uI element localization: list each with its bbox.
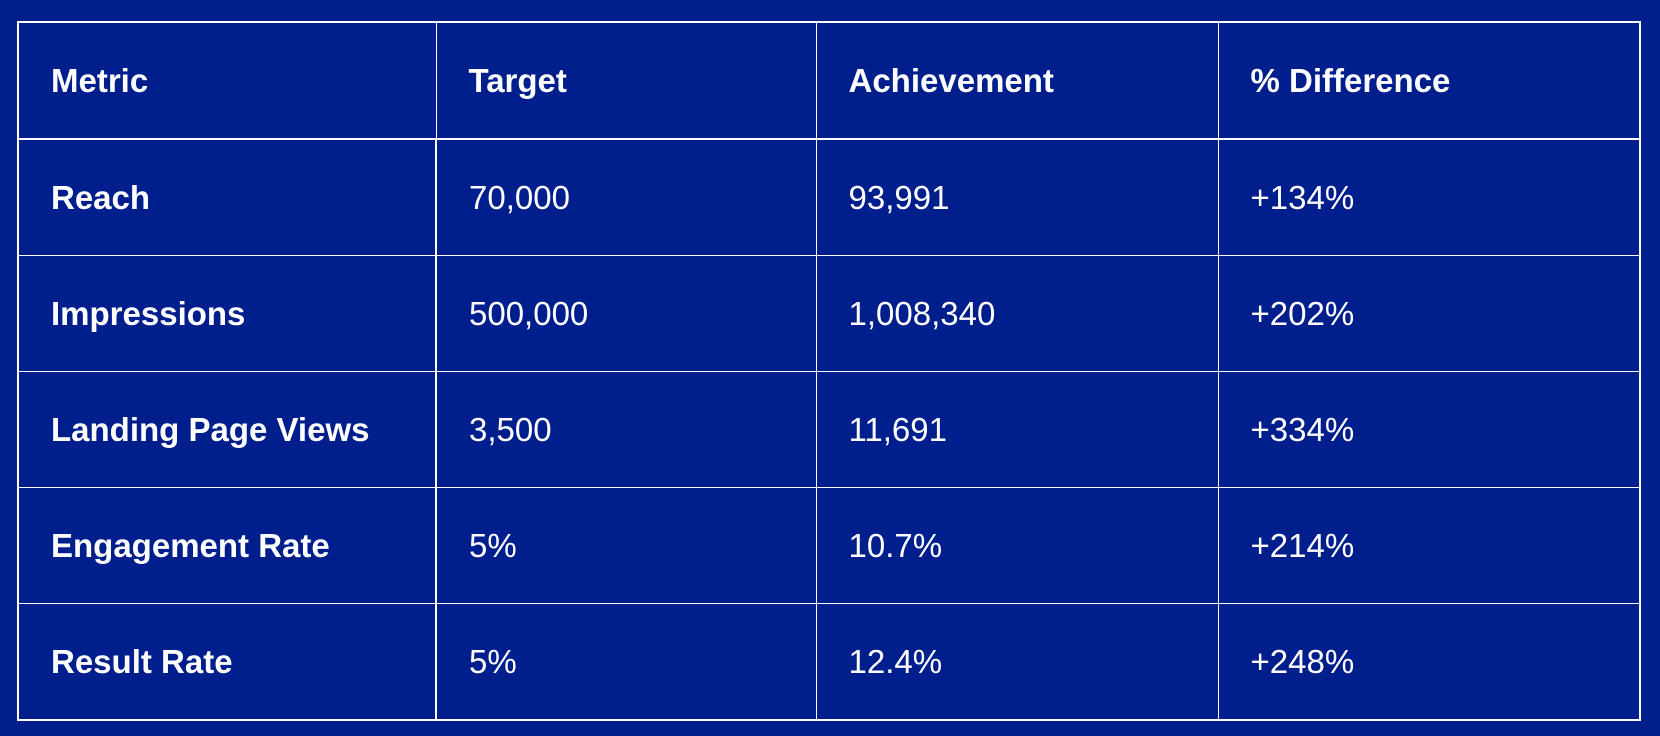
achievement-cell: 93,991: [815, 138, 1219, 256]
table-row: Landing Page Views 3,500 11,691 +334%: [17, 371, 1641, 488]
table-row: Reach 70,000 93,991 +134%: [17, 138, 1641, 256]
table-header: Metric Target Achievement % Difference: [17, 21, 1641, 140]
header-target: Target: [435, 21, 817, 140]
target-cell: 5%: [435, 603, 817, 721]
difference-cell: +202%: [1217, 255, 1641, 372]
header-percent-difference: % Difference: [1217, 21, 1641, 140]
table-row: Engagement Rate 5% 10.7% +214%: [17, 487, 1641, 604]
difference-cell: +134%: [1217, 138, 1641, 256]
metrics-table-container: Metric Target Achievement % Difference R…: [17, 21, 1641, 721]
table-row: Impressions 500,000 1,008,340 +202%: [17, 255, 1641, 372]
target-cell: 500,000: [435, 255, 817, 372]
header-metric: Metric: [17, 21, 437, 140]
metric-cell: Engagement Rate: [17, 487, 437, 604]
achievement-cell: 10.7%: [815, 487, 1219, 604]
difference-cell: +248%: [1217, 603, 1641, 721]
difference-cell: +334%: [1217, 371, 1641, 488]
metric-cell: Landing Page Views: [17, 371, 437, 488]
difference-cell: +214%: [1217, 487, 1641, 604]
target-cell: 70,000: [435, 138, 817, 256]
table-body: Reach 70,000 93,991 +134% Impressions 50…: [17, 138, 1641, 721]
target-cell: 3,500: [435, 371, 817, 488]
table-row: Result Rate 5% 12.4% +248%: [17, 603, 1641, 721]
metrics-table: Metric Target Achievement % Difference R…: [17, 21, 1641, 721]
header-achievement: Achievement: [815, 21, 1219, 140]
header-row: Metric Target Achievement % Difference: [17, 21, 1641, 140]
achievement-cell: 12.4%: [815, 603, 1219, 721]
metric-cell: Reach: [17, 138, 437, 256]
metric-cell: Result Rate: [17, 603, 437, 721]
metric-cell: Impressions: [17, 255, 437, 372]
target-cell: 5%: [435, 487, 817, 604]
achievement-cell: 11,691: [815, 371, 1219, 488]
achievement-cell: 1,008,340: [815, 255, 1219, 372]
